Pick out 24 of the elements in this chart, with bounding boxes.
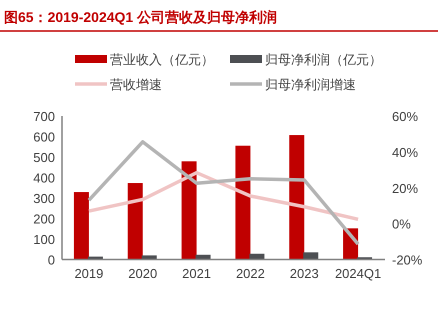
y-tick-label: 500 (33, 150, 55, 165)
legend-label: 归母净利润（亿元） (265, 52, 382, 67)
y-tick-label: 600 (33, 130, 55, 144)
y2-tick-label: 20% (392, 180, 418, 196)
legend-label: 营收增速 (110, 77, 162, 92)
legend-label: 营业收入（亿元） (110, 52, 214, 67)
x-tick-label: 2019 (74, 266, 104, 281)
y2-tick-label: 60% (392, 109, 418, 124)
x-tick-label: 2021 (182, 266, 212, 281)
x-tick-label: 2020 (128, 266, 158, 281)
y-tick-label: 700 (33, 109, 55, 124)
y-tick-label: 0 (48, 252, 55, 268)
y2-tick-label: 40% (392, 144, 418, 160)
legend-label: 归母净利润增速 (265, 77, 356, 92)
x-tick-label: 2022 (236, 266, 265, 281)
x-tick-label: 2024Q1 (334, 266, 382, 281)
chart-title: 图65：2019-2024Q1 公司营收及归母净利润 (4, 9, 278, 25)
y-tick-label: 200 (33, 212, 55, 226)
y2-tick-label: 0% (392, 216, 412, 232)
y-tick-label: 300 (33, 191, 55, 206)
x-tick-label: 2023 (290, 266, 319, 281)
y-tick-label: 400 (33, 170, 55, 186)
y2-tick-label: -20% (392, 252, 423, 268)
y-tick-label: 100 (33, 232, 55, 247)
